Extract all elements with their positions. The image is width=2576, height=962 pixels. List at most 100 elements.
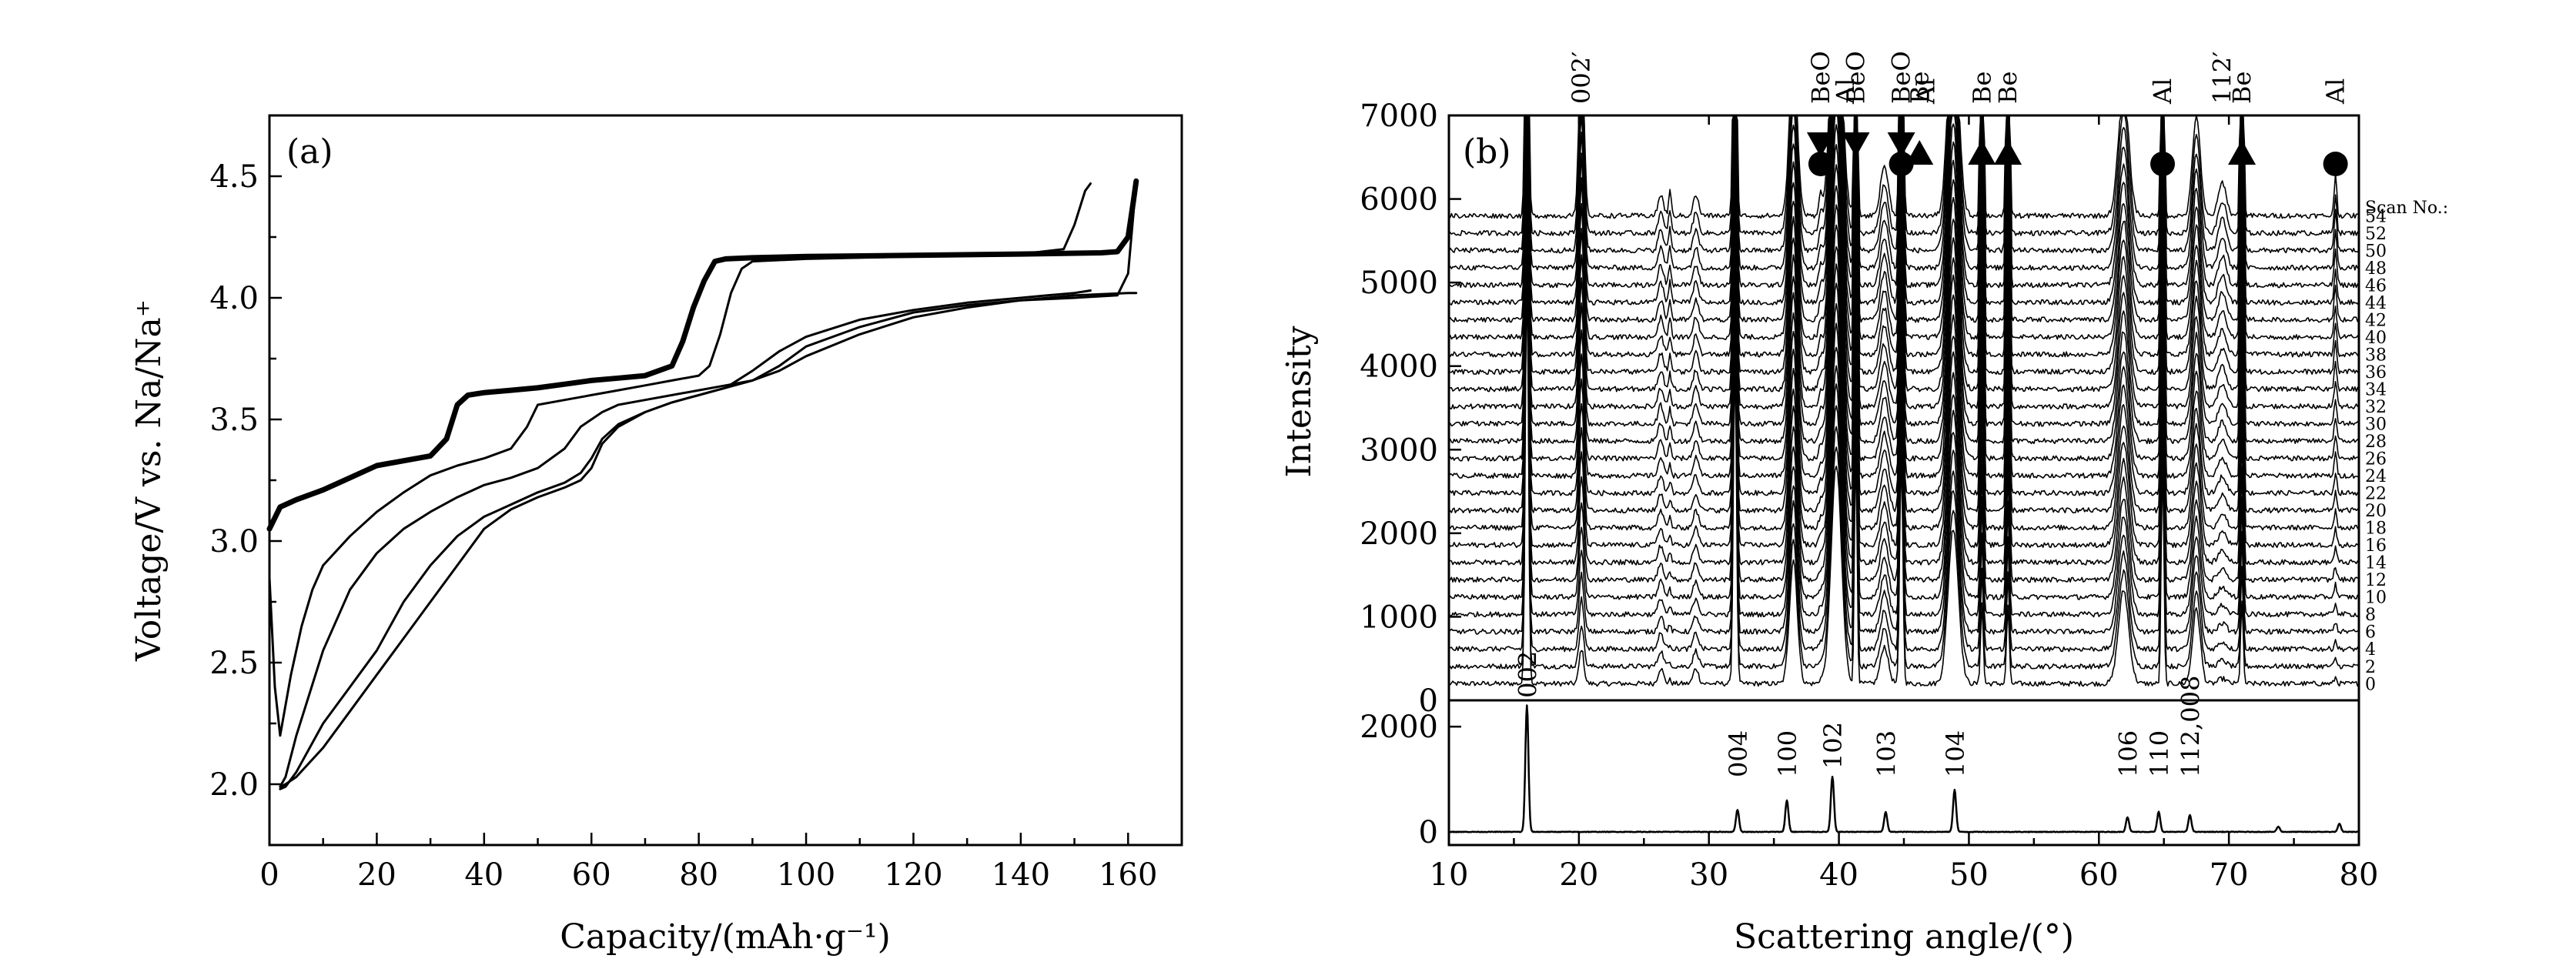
panel-b-y-tick-label: 5000 <box>1360 266 1438 301</box>
scan-number-label: 54 <box>2365 207 2387 226</box>
panel-a-frame <box>268 114 1183 847</box>
miller-index-label: 100 <box>1773 730 1802 777</box>
panel-a-y-ticks: 2.0 2.5 3.0 3.5 4.0 4.5 <box>209 114 282 803</box>
beo-marker-triangle <box>1806 132 1835 157</box>
panel-b-x-tick-label: 60 <box>2079 857 2119 893</box>
panel-a-y-tick-label: 3.5 <box>209 403 259 438</box>
panel-b-scan-labels: Scan No.: 024681012141618202224262830323… <box>2365 199 2448 694</box>
panel-a-y-tick-label: 4.5 <box>209 159 259 195</box>
panel-a-x-tick-label: 20 <box>357 857 396 893</box>
panel-a-curve-4 <box>279 292 1138 790</box>
panel-b-y-tick-label: 7000 <box>1360 99 1438 134</box>
scan-number-label: 28 <box>2365 433 2387 452</box>
scan-number-label: 10 <box>2365 589 2387 608</box>
miller-index-label: 104 <box>1941 730 1970 777</box>
phase-label: 002′ <box>1567 52 1596 104</box>
panel-a-y-tick-label: 3.0 <box>209 524 259 559</box>
phase-label: 112′ <box>2208 52 2237 104</box>
phase-label: BeO <box>1887 51 1916 104</box>
panel-a-curve-2 <box>279 289 1092 788</box>
panel-b-reference-pattern: 002 004 100 102 103 104 106 110 112,008 <box>1447 651 2360 833</box>
phase-label: Be <box>1905 72 1934 104</box>
scan-number-label: 34 <box>2365 380 2387 399</box>
scan-number-label: 6 <box>2365 623 2376 643</box>
al-marker-circle <box>1808 152 1833 176</box>
phase-label: Al <box>1831 78 1860 105</box>
scan-number-label: 18 <box>2365 519 2387 539</box>
scan-number-label: 44 <box>2365 294 2387 313</box>
panel-b-y-tick-label: 2000 <box>1360 516 1438 552</box>
phase-label: BeO <box>1806 51 1835 104</box>
scan-number-label: 8 <box>2365 606 2376 625</box>
scan-number-label: 14 <box>2365 554 2387 573</box>
panel-b-y-tick-label-bottom: 2000 <box>1360 710 1438 745</box>
panel-b-label: (b) <box>1463 132 1511 172</box>
panel-a-curve-0 <box>266 178 1139 532</box>
miller-index-label: 110 <box>2145 730 2174 777</box>
panel-b-x-tick-label: 30 <box>1689 857 1728 893</box>
scan-number-label: 4 <box>2365 640 2376 660</box>
beo-marker-triangle <box>1842 132 1870 157</box>
panel-a-x-tick-label: 100 <box>777 857 835 893</box>
scan-number-label: 46 <box>2365 276 2387 296</box>
panel-a: 0 20 40 60 80 100 120 140 160 2.0 2.5 3.0 3.5 4.0 4.5… <box>129 114 1183 957</box>
panel-a-x-tick-label: 80 <box>679 857 718 893</box>
panel-a-x-tick-label: 120 <box>884 857 942 893</box>
miller-index-label: 004 <box>1724 730 1753 777</box>
panel-a-y-tick-label: 4.0 <box>209 281 259 316</box>
panel-b-x-tick-label: 40 <box>1819 857 1858 893</box>
panel-b-y-tick-label: 0 <box>1419 683 1438 719</box>
be-marker-triangle <box>1968 140 1996 165</box>
phase-label: BeO <box>1842 51 1871 104</box>
beo-marker-triangle <box>1887 132 1915 157</box>
phase-label: Be <box>1967 72 1996 104</box>
be-marker-triangle <box>2228 140 2257 165</box>
miller-index-label: 103 <box>1872 730 1901 777</box>
be-marker-triangle <box>1905 140 1934 165</box>
phase-label: Be <box>2227 72 2257 104</box>
scan-number-label: 48 <box>2365 259 2387 279</box>
scan-number-label: 30 <box>2365 416 2387 435</box>
miller-index-label: 002 <box>1513 651 1542 698</box>
panel-a-y-tick-label: 2.5 <box>209 646 259 681</box>
miller-index-label: 112,008 <box>2176 676 2205 777</box>
panel-a-x-ticks: 0 20 40 60 80 100 120 140 160 <box>259 833 1157 893</box>
panel-b-x-tick-label: 10 <box>1430 857 1469 893</box>
panel-b-x-tick-label: 20 <box>1559 857 1598 893</box>
al-marker-circle <box>1889 152 1914 176</box>
panel-a-x-tick-label: 0 <box>259 857 279 893</box>
panel-a-curve-1 <box>268 182 1092 737</box>
panel-b-y-tick-label-bottom: 0 <box>1419 815 1438 850</box>
panel-a-x-tick-label: 60 <box>572 857 611 893</box>
scan-number-label: 0 <box>2365 675 2376 694</box>
panel-a-y-tick-label: 2.0 <box>209 767 259 803</box>
panel-b-y-tick-label: 3000 <box>1360 433 1438 468</box>
panel-a-label: (a) <box>286 132 333 172</box>
scan-number-label: 22 <box>2365 485 2387 504</box>
panel-a-curves <box>266 178 1139 790</box>
panel-a-x-tick-label: 40 <box>464 857 503 893</box>
phase-label: Al <box>2148 78 2177 105</box>
scan-number-label: 24 <box>2365 467 2387 486</box>
scan-number-label: 12 <box>2365 571 2387 590</box>
scan-number-label: 38 <box>2365 346 2387 365</box>
al-marker-circle <box>2150 152 2176 176</box>
scan-number-label: 2 <box>2365 658 2376 677</box>
miller-index-label: 106 <box>2113 730 2143 777</box>
panel-b-y-tick-label: 6000 <box>1360 182 1438 218</box>
phase-label: Al <box>2321 78 2350 105</box>
panel-b-stacked-scans <box>1448 115 2360 687</box>
scan-number-label: 50 <box>2365 242 2387 261</box>
miller-index-label: 102 <box>1818 722 1848 769</box>
scan-number-label: 52 <box>2365 225 2387 244</box>
scan-number-label: 36 <box>2365 363 2387 382</box>
scan-number-label: 42 <box>2365 311 2387 330</box>
phase-label: Al <box>1912 78 1941 105</box>
panel-b-y-tick-label: 1000 <box>1360 600 1438 635</box>
panel-a-x-tick-label: 140 <box>992 857 1050 893</box>
panel-a-y-axis-label: Voltage/V vs. Na/Na⁺ <box>129 299 169 662</box>
